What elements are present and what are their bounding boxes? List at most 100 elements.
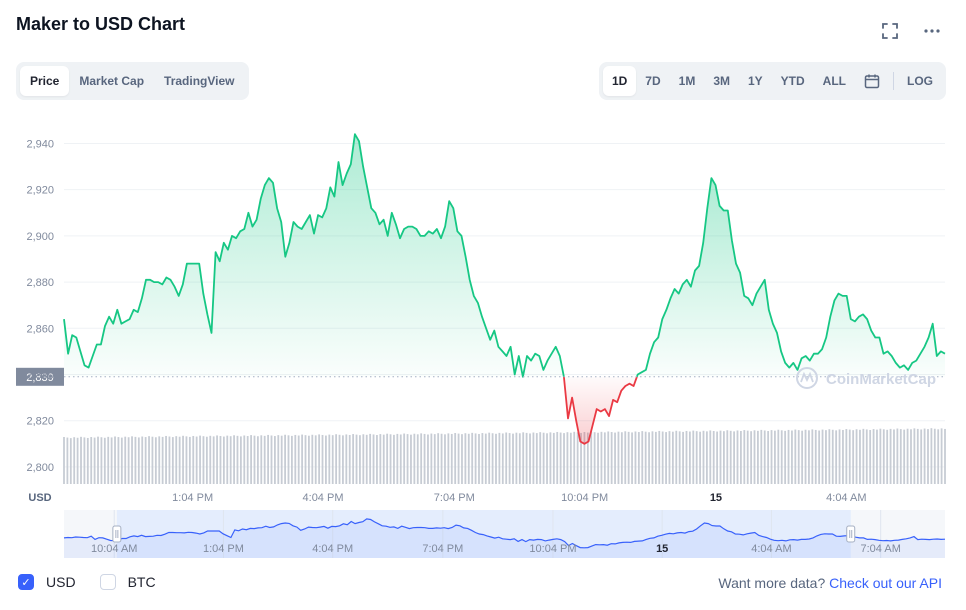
navigator-handle-right[interactable] bbox=[846, 525, 856, 543]
volume-bar bbox=[362, 434, 365, 484]
area-above bbox=[64, 134, 564, 377]
volume-bar bbox=[76, 437, 79, 484]
range-1y[interactable]: 1Y bbox=[747, 74, 763, 88]
volume-bar bbox=[420, 433, 423, 484]
volume-bar bbox=[188, 436, 191, 484]
volume-bar bbox=[151, 436, 154, 484]
volume-bar bbox=[291, 435, 293, 484]
legend-usd[interactable]: ✓ USD bbox=[18, 574, 76, 590]
volume-bar bbox=[859, 429, 861, 484]
volume-bar bbox=[583, 432, 586, 484]
volume-bar bbox=[175, 436, 178, 484]
volume-bar bbox=[114, 436, 116, 484]
volume-bar bbox=[83, 437, 86, 484]
volume-bar bbox=[467, 433, 470, 484]
volume-bar bbox=[797, 430, 800, 484]
volume-bar bbox=[328, 434, 331, 484]
volume-bar bbox=[801, 430, 804, 484]
checkbox-usd[interactable]: ✓ bbox=[18, 574, 34, 590]
more-icon[interactable] bbox=[922, 22, 942, 42]
volume-bar bbox=[552, 432, 555, 484]
volume-bar bbox=[331, 435, 334, 484]
volume-bar bbox=[512, 433, 514, 484]
calendar-icon[interactable] bbox=[855, 66, 889, 96]
navigator-area bbox=[64, 518, 945, 558]
volume-bar bbox=[222, 436, 225, 484]
legend-btc[interactable]: BTC bbox=[99, 574, 156, 590]
volume-bar bbox=[427, 434, 429, 484]
volume-bar bbox=[212, 436, 215, 484]
navigator-tick-label: 10:04 PM bbox=[529, 543, 576, 555]
volume-bar bbox=[637, 432, 640, 484]
y-tick-label: 2,820 bbox=[26, 416, 54, 428]
volume-bar bbox=[658, 430, 661, 484]
y-tick-label: 2,920 bbox=[26, 185, 54, 197]
volume-bar bbox=[314, 435, 317, 484]
volume-bar bbox=[518, 433, 521, 484]
volume-bar bbox=[423, 433, 426, 484]
volume-bar bbox=[406, 434, 409, 484]
volume-bar bbox=[682, 431, 684, 484]
volume-bar bbox=[777, 429, 780, 484]
volume-bar bbox=[280, 435, 283, 484]
log-toggle[interactable]: LOG bbox=[907, 74, 933, 88]
y-tick-label: 2,800 bbox=[26, 462, 54, 474]
volume-bar bbox=[450, 433, 453, 484]
volume-bar bbox=[876, 429, 878, 484]
volume-bar bbox=[937, 429, 940, 484]
volume-bar bbox=[842, 429, 844, 484]
volume-bar bbox=[444, 434, 446, 484]
volume-bar bbox=[665, 432, 667, 484]
volume-bar bbox=[743, 430, 746, 484]
y-tick-label: 2,940 bbox=[26, 138, 54, 150]
volume-bar bbox=[308, 435, 310, 484]
volume-bar bbox=[389, 434, 392, 484]
volume-bar bbox=[168, 436, 171, 484]
volume-bar bbox=[787, 429, 790, 484]
tab-price[interactable]: Price bbox=[20, 66, 70, 96]
range-1m[interactable]: 1M bbox=[678, 74, 696, 88]
range-1d[interactable]: 1D bbox=[602, 66, 637, 96]
volume-bar bbox=[396, 433, 399, 484]
range-7d[interactable]: 7D bbox=[645, 74, 661, 88]
volume-bar bbox=[318, 434, 321, 484]
range-all[interactable]: ALL bbox=[822, 74, 846, 88]
volume-bar bbox=[634, 431, 637, 484]
volume-bar bbox=[566, 432, 569, 484]
watermark-text: CoinMarketCap bbox=[826, 371, 936, 388]
volume-bar bbox=[229, 436, 232, 484]
volume-bar bbox=[835, 430, 838, 484]
volume-bar bbox=[508, 433, 511, 484]
volume-bar bbox=[250, 435, 252, 484]
volume-bar bbox=[586, 432, 589, 484]
tab-market-cap[interactable]: Market Cap bbox=[79, 74, 145, 88]
navigator-tick-label: 15 bbox=[656, 543, 668, 555]
volume-bar bbox=[869, 429, 872, 484]
volume-bar bbox=[535, 433, 538, 484]
api-link[interactable]: Check out our API bbox=[829, 575, 942, 591]
tab-tradingview[interactable]: TradingView bbox=[164, 74, 235, 88]
range-ytd[interactable]: YTD bbox=[780, 74, 805, 88]
volume-bar bbox=[607, 431, 610, 484]
volume-bar bbox=[321, 434, 324, 484]
volume-bar bbox=[137, 437, 140, 484]
checkbox-btc[interactable] bbox=[99, 574, 116, 590]
volume-bar bbox=[927, 429, 929, 484]
volume-bar bbox=[886, 429, 889, 484]
volume-bar bbox=[699, 431, 701, 484]
volume-bar bbox=[107, 436, 110, 484]
volume-bar bbox=[501, 433, 504, 484]
volume-bar bbox=[532, 432, 535, 484]
volume-bar bbox=[416, 434, 419, 484]
volume-bar bbox=[695, 431, 698, 484]
volume-bar bbox=[920, 429, 923, 484]
volume-bar bbox=[828, 429, 831, 484]
fullscreen-icon[interactable] bbox=[880, 22, 900, 42]
volume-bar bbox=[910, 429, 912, 484]
volume-bar bbox=[542, 432, 545, 484]
volume-bar bbox=[376, 435, 378, 484]
volume-bar bbox=[678, 431, 681, 484]
range-3m[interactable]: 3M bbox=[713, 74, 730, 88]
navigator-handle-left[interactable] bbox=[112, 525, 122, 543]
price-chart[interactable]: 2,839 2,800 2,820 2,840 2,860 2,880 2,900 2,92… bbox=[0, 110, 966, 570]
